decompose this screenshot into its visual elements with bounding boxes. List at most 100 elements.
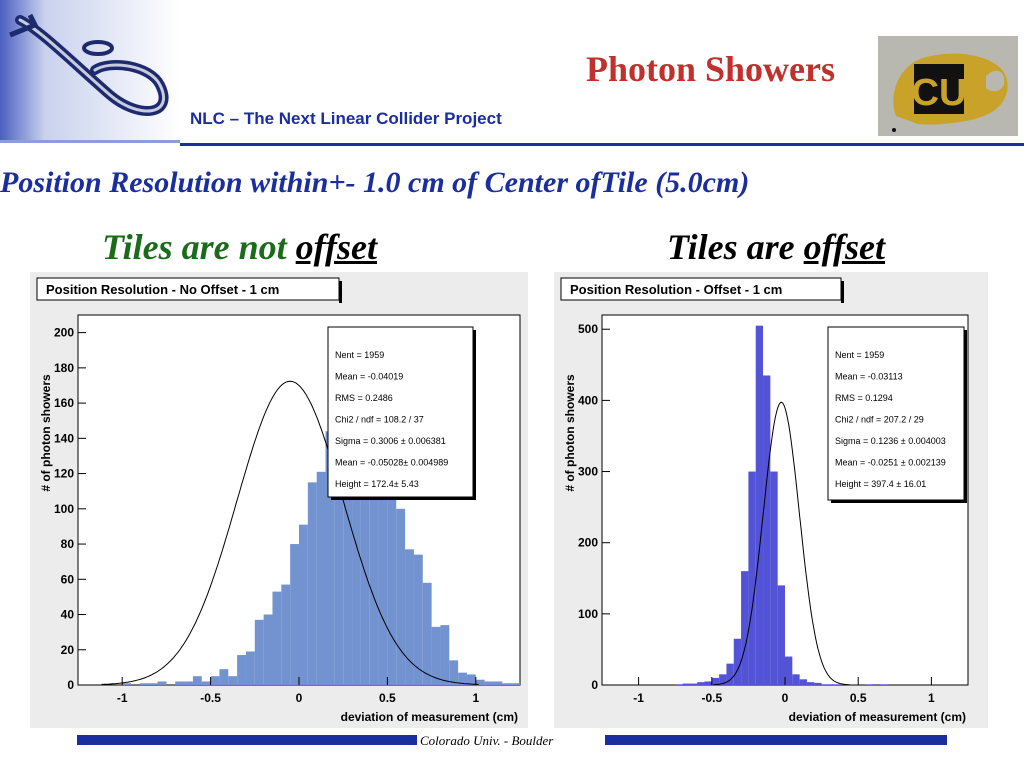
stats-line: Mean = -0.0251 ± 0.002139 — [835, 458, 946, 468]
histogram-bar — [396, 508, 406, 685]
x-tick-label: -1 — [633, 691, 644, 705]
stats-line: Chi2 / ndf = 207.2 / 29 — [835, 415, 924, 425]
x-tick-label: -0.5 — [200, 691, 221, 705]
y-tick-label: 20 — [61, 643, 75, 657]
histogram-bar — [770, 471, 778, 685]
histogram-bar — [334, 441, 344, 685]
stats-line: Mean = -0.05028± 0.004989 — [335, 458, 448, 468]
histogram-bar — [785, 656, 793, 685]
left-caption-a: Tiles are not — [102, 227, 296, 267]
histogram-bar — [201, 681, 211, 685]
histogram-bar — [307, 482, 317, 685]
histogram-bar — [316, 471, 326, 685]
histogram-bar — [675, 684, 683, 685]
histogram-offset: Position Resolution - Offset - 1 cm 0 100 2… — [554, 272, 988, 733]
histogram-bar — [484, 681, 494, 685]
y-tick-label: 40 — [61, 608, 75, 622]
stats-box — [827, 326, 965, 501]
histogram-bar — [122, 683, 132, 685]
histogram-bar — [422, 582, 432, 685]
x-tick-label: 1 — [928, 691, 935, 705]
stats-line: Mean = -0.03113 — [835, 372, 903, 382]
cu-logo: CU — [878, 36, 1018, 136]
y-tick-label: 0 — [67, 678, 74, 692]
x-tick-label: 0 — [782, 691, 789, 705]
y-tick-label: 60 — [61, 572, 75, 586]
y-tick-label: 200 — [578, 536, 598, 550]
histogram-bar — [139, 683, 149, 685]
slide-title: Photon Showers — [585, 49, 835, 89]
histogram-bar — [763, 375, 771, 685]
histogram-bar — [378, 445, 388, 685]
histogram-bar — [405, 549, 414, 685]
histogram-bar — [814, 682, 822, 685]
plot-title: Position Resolution - No Offset - 1 cm — [46, 282, 279, 297]
histogram-bar — [689, 683, 698, 685]
stats-line: RMS = 0.2486 — [335, 393, 393, 403]
y-tick-label: 300 — [578, 465, 598, 479]
histogram-bar — [175, 681, 185, 685]
histogram-bar — [263, 614, 273, 685]
histogram-bar — [219, 669, 229, 685]
histogram-bar — [387, 473, 397, 685]
histogram-bar — [726, 663, 734, 685]
histogram-bar — [237, 655, 246, 685]
histogram-bar — [325, 431, 335, 685]
histogram-bar — [792, 674, 800, 685]
left-caption-b: offset — [295, 227, 377, 267]
histogram-bar — [704, 681, 712, 685]
histogram-bar — [799, 679, 807, 685]
y-axis-label: # of photon showers — [39, 374, 53, 492]
histogram-bar — [413, 554, 423, 685]
y-tick-label: 200 — [54, 326, 74, 340]
histogram-bar — [228, 676, 238, 685]
histogram-bar — [290, 544, 299, 685]
y-tick-label: 100 — [578, 607, 598, 621]
histogram-bar — [493, 681, 503, 685]
histogram-bar — [245, 651, 255, 685]
stats-line: Nent = 1959 — [335, 350, 384, 360]
histogram-bar — [836, 684, 844, 685]
plot-title: Position Resolution - Offset - 1 cm — [570, 282, 782, 297]
histogram-bar — [733, 638, 742, 685]
header-divider — [180, 143, 1024, 146]
y-tick-label: 0 — [591, 678, 598, 692]
histogram-bar — [741, 571, 749, 685]
histogram-bar — [157, 681, 167, 685]
right-caption-b: offset — [803, 227, 885, 267]
histogram-bar — [352, 343, 361, 685]
histogram-bar — [281, 584, 291, 685]
slide-subtitle: NLC – The Next Linear Collider Project — [190, 109, 502, 128]
y-tick-label: 160 — [54, 396, 74, 410]
section-heading: Position Resolution within+- 1.0 cm of C… — [0, 166, 750, 199]
histogram-bar — [343, 371, 353, 685]
x-tick-label: 0 — [296, 691, 303, 705]
histogram-bar — [449, 660, 459, 685]
right-caption-a: Tiles are — [667, 227, 804, 267]
histogram-bar — [502, 683, 512, 685]
y-axis-label: # of photon showers — [563, 374, 577, 492]
histogram-bar — [711, 677, 720, 685]
left-caption: Tiles are not offset — [102, 226, 377, 268]
stats-line: Sigma = 0.3006 ± 0.006381 — [335, 436, 446, 446]
histogram-bar — [440, 625, 450, 685]
histogram-offset-svg: Position Resolution - Offset - 1 cm 0 100 2… — [554, 272, 988, 728]
x-axis-label: deviation of measurement (cm) — [341, 710, 518, 724]
histogram-bar — [458, 672, 467, 685]
x-tick-label: 1 — [472, 691, 479, 705]
histogram-bar — [192, 676, 202, 685]
footer-bar-right — [605, 735, 947, 745]
footer-bar-left — [77, 735, 417, 745]
nlc-logo — [0, 0, 180, 145]
y-tick-label: 180 — [54, 361, 74, 375]
stats-line: Height = 172.4± 5.43 — [335, 479, 419, 489]
histogram-bar — [431, 626, 441, 685]
x-tick-label: 0.5 — [379, 691, 396, 705]
histogram-bar — [210, 676, 220, 685]
histogram-bar — [682, 683, 690, 685]
x-tick-label: -1 — [117, 691, 128, 705]
stats-line: Chi2 / ndf = 108.2 / 37 — [335, 415, 424, 425]
histogram-bar — [821, 684, 829, 685]
y-tick-label: 100 — [54, 502, 74, 516]
histogram-bar — [755, 325, 764, 685]
